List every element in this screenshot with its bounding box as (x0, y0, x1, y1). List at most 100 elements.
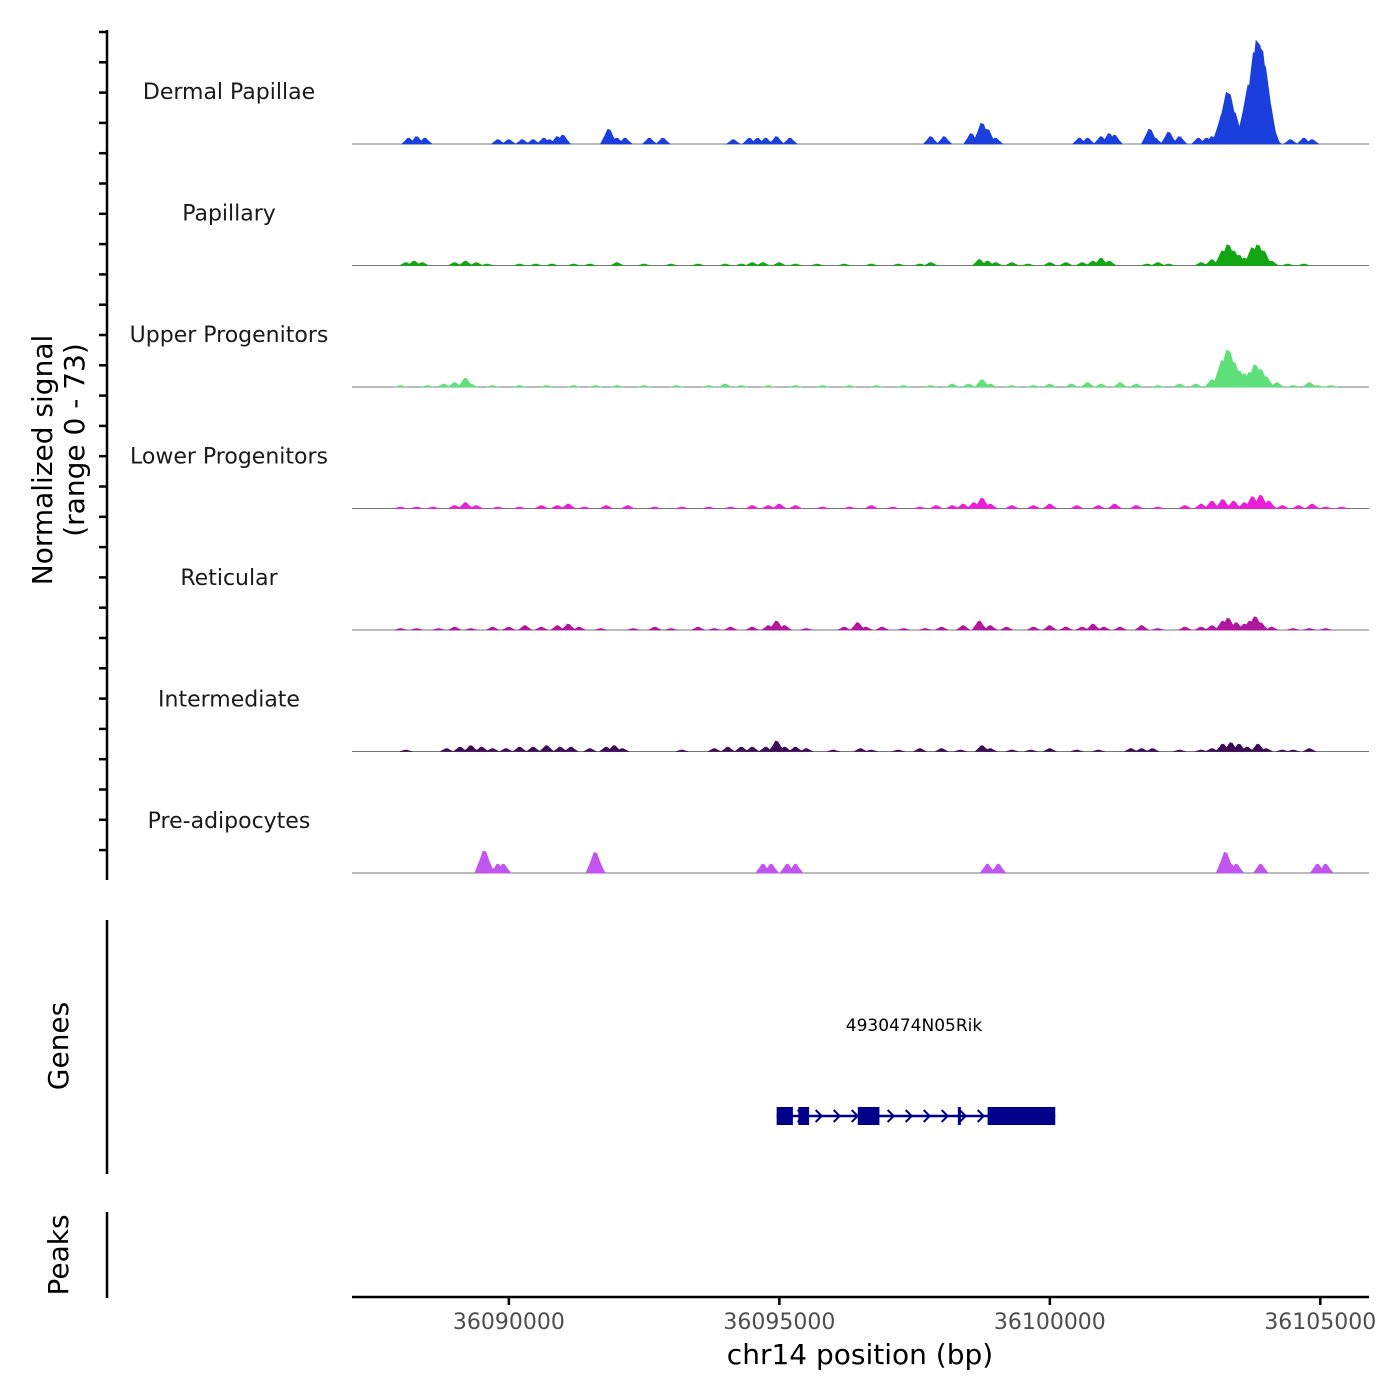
signal-peak (1005, 385, 1019, 388)
coverage-y-axis-ticks (99, 30, 107, 852)
track-reticular: Reticular (180, 566, 1369, 631)
signal-peak (954, 749, 967, 752)
signal-peak (448, 626, 462, 631)
signal-peak (502, 626, 516, 631)
signal-peak (1282, 139, 1299, 145)
signal-peak (744, 746, 761, 752)
signal-peak (935, 748, 949, 752)
signal-peak (1151, 262, 1165, 266)
peaks-panel-title: Peaks (42, 1214, 75, 1295)
signal-peak (1269, 382, 1285, 388)
signal-peak (853, 748, 868, 752)
signal-peak (1064, 383, 1079, 388)
signal-peak (708, 628, 721, 631)
signal-peak (720, 746, 736, 752)
signal-peak (486, 626, 500, 631)
signal-peak (756, 262, 770, 266)
signal-peak (827, 749, 840, 752)
signal-peak (617, 137, 634, 145)
signal-peak (675, 506, 689, 509)
track-intermediate: Intermediate (158, 688, 1369, 752)
signal-peak (583, 263, 597, 266)
signal-peak (464, 383, 478, 388)
signal-peak (670, 385, 683, 388)
signal-peak (486, 748, 500, 752)
signal-peak (464, 628, 478, 631)
signal-peak (499, 748, 513, 752)
gene-name-label: 4930474N05Rik (846, 1016, 983, 1036)
signal-peak (1085, 623, 1101, 631)
signal-peak (771, 503, 788, 509)
x-tick-label: 36100000 (994, 1310, 1106, 1335)
x-tick-label: 36095000 (723, 1310, 835, 1335)
signal-peak (1292, 505, 1306, 509)
signal-peak (1319, 506, 1333, 509)
signal-peak (897, 628, 911, 631)
signal-peak (583, 748, 597, 752)
signal-peak (599, 505, 613, 509)
signal-peak (1189, 383, 1203, 388)
signal-peak (1134, 625, 1150, 631)
signal-peak (1091, 505, 1106, 509)
signal-peak (777, 625, 793, 631)
signal-peak (800, 628, 813, 631)
signal-peak (1311, 385, 1324, 388)
x-axis-ticks: 36090000 36095000 36100000 36105000 (453, 1297, 1376, 1335)
signal-peak (513, 263, 527, 266)
signal-peak (563, 746, 579, 752)
signal-peak (567, 385, 581, 388)
signal-peak (1171, 136, 1188, 145)
signal-peak (469, 505, 484, 509)
signal-peak (989, 262, 1003, 266)
signal-peak (432, 628, 445, 631)
signal-peak (415, 262, 429, 266)
signal-peak (480, 263, 494, 266)
signal-peak (637, 385, 651, 388)
signal-peak (626, 628, 640, 631)
signal-peak (735, 385, 748, 388)
signal-peak (691, 626, 705, 631)
signal-peak (578, 506, 591, 509)
signal-peak (1151, 385, 1165, 388)
track-label: Upper Progenitors (130, 323, 329, 348)
signal-peak (1112, 382, 1128, 388)
signal-peak (1005, 262, 1019, 266)
strand-arrow (922, 1109, 932, 1123)
signal-peak (892, 263, 905, 266)
signal-peak (1281, 263, 1295, 266)
signal-peak (1324, 385, 1338, 388)
signal-peak (534, 505, 548, 509)
signal-peak (1145, 748, 1160, 752)
signal-peak (610, 262, 624, 266)
signal-peak (745, 505, 759, 509)
signal-peak (1026, 505, 1041, 509)
track-label: Pre-adipocytes (148, 809, 311, 834)
signal-peak (394, 506, 408, 509)
signal-peak (762, 385, 775, 388)
signal-peak (772, 262, 786, 266)
signal-peak (1264, 626, 1279, 631)
signal-peak (495, 863, 512, 874)
signal-peak (560, 623, 577, 631)
signal-peak (589, 385, 602, 388)
gene-exon (776, 1107, 793, 1125)
track-lower-progenitors: Lower Progenitors (130, 445, 1369, 509)
track-pre-adipocytes: Pre-adipocytes (148, 809, 1369, 874)
signal-peak (864, 505, 878, 509)
signal-peak (560, 503, 577, 509)
signal-peak (1113, 626, 1127, 631)
x-axis-title: chr14 position (bp) (727, 1338, 993, 1371)
signal-peak (394, 628, 408, 631)
track-label: Intermediate (158, 688, 300, 713)
signal-peak (913, 506, 927, 509)
signal-peak (648, 626, 662, 631)
signal-peak (1259, 748, 1273, 752)
signal-peak (1263, 260, 1280, 266)
signal-peak (1026, 626, 1041, 631)
signal-peak (718, 383, 732, 388)
signal-peak (1042, 503, 1058, 509)
x-tick-label: 36090000 (453, 1310, 565, 1335)
signal-peak (1106, 134, 1123, 145)
signal-peak (1021, 263, 1035, 266)
signal-peak (1319, 628, 1333, 631)
